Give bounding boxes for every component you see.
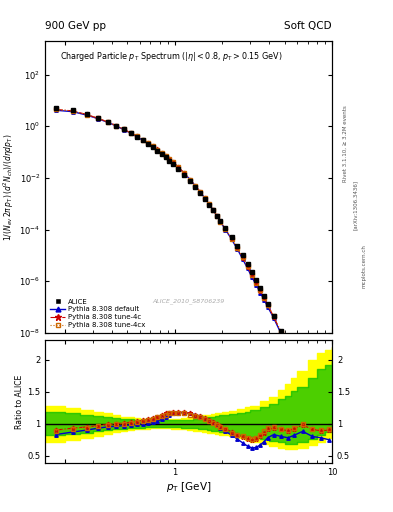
Text: [arXiv:1306.3436]: [arXiv:1306.3436] [353,180,358,230]
Text: 900 GeV pp: 900 GeV pp [45,20,106,31]
Y-axis label: Ratio to ALICE: Ratio to ALICE [15,375,24,429]
Text: Soft QCD: Soft QCD [285,20,332,31]
Text: mcplots.cern.ch: mcplots.cern.ch [362,244,367,288]
Y-axis label: $1/(N_{ev}\, 2\pi\, p_{\mathrm{T}})\, (d^2 N_{ch})/(d\eta dp_{\mathrm{T}})$: $1/(N_{ev}\, 2\pi\, p_{\mathrm{T}})\, (d… [2,133,17,241]
Legend: ALICE, Pythia 8.308 default, Pythia 8.308 tune-4c, Pythia 8.308 tune-4cx: ALICE, Pythia 8.308 default, Pythia 8.30… [47,296,148,331]
X-axis label: $p_{\mathrm{T}}$ [GeV]: $p_{\mathrm{T}}$ [GeV] [166,480,211,494]
Text: Rivet 3.1.10, ≥ 3.2M events: Rivet 3.1.10, ≥ 3.2M events [343,105,348,182]
Text: Charged Particle $p_{\mathrm{T}}$ Spectrum ($|\eta| < 0.8$, $p_{\mathrm{T}} > 0.: Charged Particle $p_{\mathrm{T}}$ Spectr… [60,50,282,62]
Text: ALICE_2010_S8706239: ALICE_2010_S8706239 [152,298,225,304]
